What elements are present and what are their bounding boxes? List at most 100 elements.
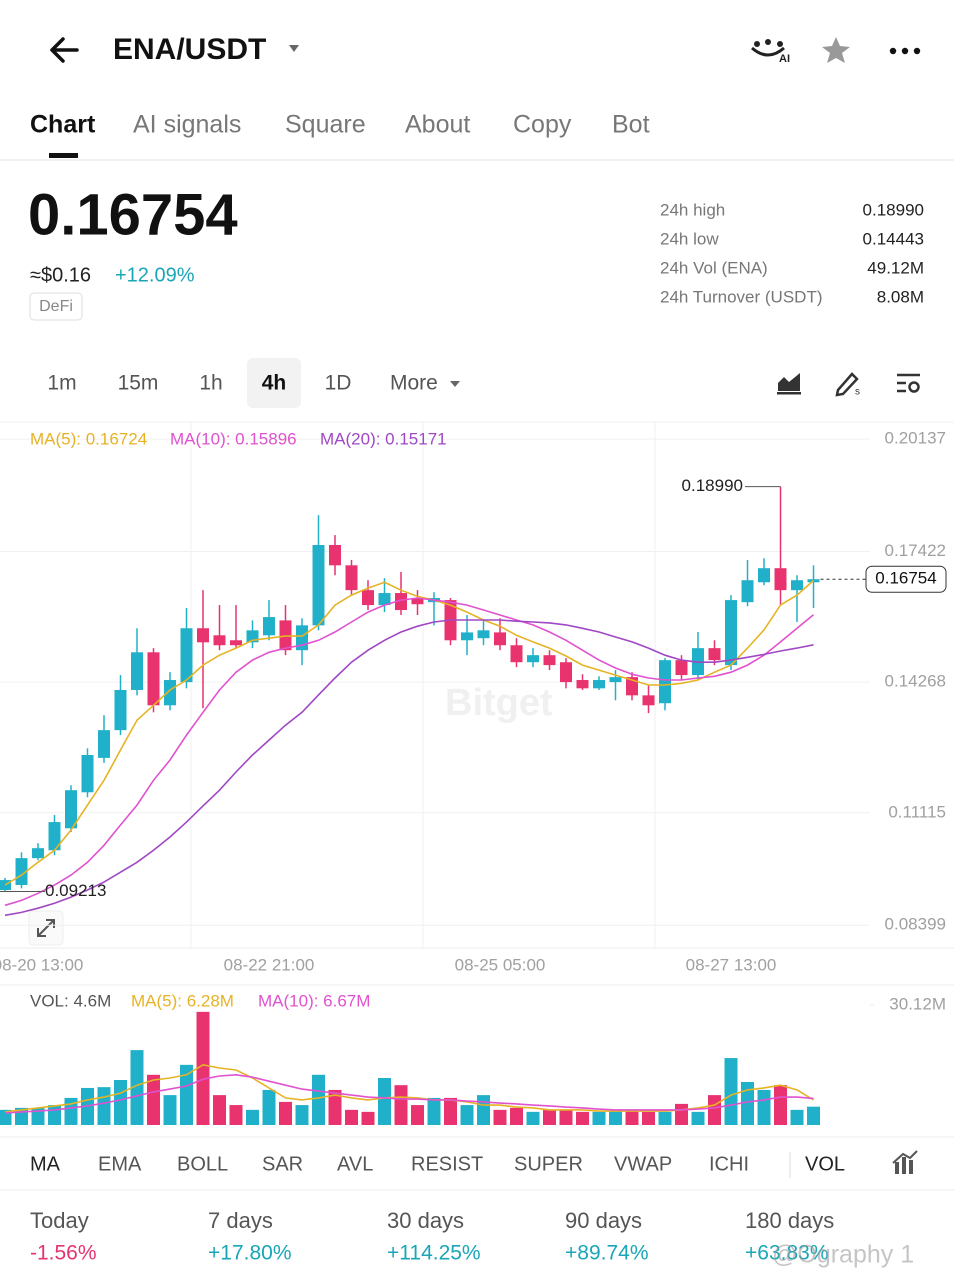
volume-bar (246, 1109, 259, 1125)
indicator-tab[interactable]: AVL (337, 1153, 373, 1175)
period-change: -1.56% (30, 1242, 97, 1265)
candle-body (378, 593, 391, 606)
stat-value: 49.12M (867, 258, 924, 277)
logo-watermark: Bitget (445, 682, 553, 724)
candle-body (48, 822, 61, 851)
indicator-tab[interactable]: VWAP (614, 1153, 672, 1175)
volume-bar (592, 1111, 606, 1125)
volume-bar (312, 1074, 325, 1125)
more-dropdown[interactable] (450, 381, 460, 387)
volume-bar (526, 1111, 540, 1125)
volume-bar (411, 1105, 424, 1125)
ma-line (4, 579, 815, 886)
tag: DeFi (39, 298, 73, 315)
volume-bar (493, 1109, 507, 1125)
indicator-tab[interactable]: SUPER (514, 1153, 583, 1175)
stat-label: 24h Vol (ENA) (660, 258, 768, 277)
tab[interactable]: AI signals (133, 111, 241, 139)
candle-body (263, 617, 275, 636)
ma-line (4, 619, 814, 917)
indicator-tab[interactable]: VOL (805, 1153, 845, 1175)
tag-box (29, 292, 83, 321)
candle-body (345, 565, 358, 591)
volume-bar (64, 1097, 78, 1125)
candle-body (774, 568, 787, 591)
candle-body (527, 655, 539, 663)
indicator-tab[interactable]: ICHI (709, 1153, 749, 1175)
candle-body (642, 695, 655, 706)
settings-icon[interactable] (897, 373, 920, 393)
timeframe[interactable]: 15m (118, 372, 159, 395)
tab[interactable]: About (405, 111, 470, 139)
volume-bar (510, 1107, 523, 1125)
candle-body (197, 628, 209, 643)
legend-label: VOL: 4.6M (30, 991, 111, 1010)
candle-body (312, 545, 325, 626)
volume-bar (708, 1095, 721, 1125)
candle-body (477, 630, 490, 639)
candle-body (659, 660, 671, 704)
y-tick-label: 0.14268 (885, 672, 946, 691)
candle-body (494, 632, 506, 646)
volume-bar (394, 1085, 408, 1125)
period-label: Today (30, 1208, 89, 1233)
candle-body (708, 648, 721, 661)
volume-bar (444, 1097, 457, 1125)
candle-body (213, 635, 226, 646)
candle-body (461, 632, 473, 641)
indicator-tab[interactable]: RESIST (411, 1153, 483, 1175)
timeframe[interactable]: 1D (325, 372, 352, 395)
period-label: 30 days (387, 1208, 464, 1233)
tab[interactable]: Chart (30, 111, 96, 139)
indicator-settings-icon[interactable] (892, 1150, 918, 1174)
indicator-tab[interactable]: MA (30, 1153, 61, 1175)
candle-body (791, 580, 803, 591)
volume-bar (147, 1074, 160, 1125)
x-tick-label: 08-22 21:00 (224, 955, 315, 974)
candle-body (758, 568, 770, 583)
timeframe[interactable]: More (390, 372, 438, 395)
indicator-tab[interactable]: BOLL (177, 1153, 228, 1175)
volume-bar (279, 1101, 292, 1125)
low-marker-label: 0.09213 (45, 881, 106, 900)
volume-bar (97, 1087, 111, 1125)
back-button[interactable] (50, 37, 79, 63)
tab[interactable]: Copy (513, 111, 572, 139)
candle-body (609, 677, 622, 683)
pair-title: ENA/USDT (113, 33, 266, 66)
timeframe[interactable]: 1h (199, 372, 222, 395)
favorite-star[interactable] (822, 37, 850, 63)
candle-body (230, 640, 242, 646)
period-change: +114.25% (387, 1242, 481, 1265)
chart-type-icon[interactable] (777, 373, 801, 395)
candle-body (725, 600, 737, 666)
candle-body (98, 730, 110, 758)
pair-dropdown[interactable] (289, 45, 299, 52)
tab[interactable]: Bot (612, 111, 650, 139)
stat-value: 0.18990 (863, 200, 924, 219)
candle-body (147, 652, 160, 706)
tab[interactable]: Square (285, 111, 366, 139)
period-change: +89.74% (565, 1242, 649, 1265)
volume-bar (361, 1111, 375, 1125)
expand-icon[interactable] (28, 910, 64, 946)
timeframe[interactable]: 4h (262, 372, 287, 395)
draw-icon[interactable]: s (835, 372, 860, 398)
period-label: 90 days (565, 1208, 642, 1233)
candle-body (180, 628, 193, 683)
indicator-tab[interactable]: EMA (98, 1153, 142, 1175)
ma-line (4, 1073, 814, 1114)
legend-label: MA(20): 0.15171 (320, 429, 447, 448)
candle-body (279, 620, 292, 651)
candle-body (543, 655, 556, 666)
indicator-tab[interactable]: SAR (262, 1153, 303, 1175)
stat-label: 24h high (660, 200, 725, 219)
period-label: 7 days (208, 1208, 273, 1233)
timeframe[interactable]: 1m (47, 372, 76, 395)
x-tick-label: 08-27 13:00 (686, 955, 777, 974)
ai-icon[interactable]: AI (751, 39, 790, 65)
candle-body (576, 680, 589, 689)
stat-value: 0.14443 (863, 229, 924, 248)
more-menu[interactable] (889, 47, 921, 55)
